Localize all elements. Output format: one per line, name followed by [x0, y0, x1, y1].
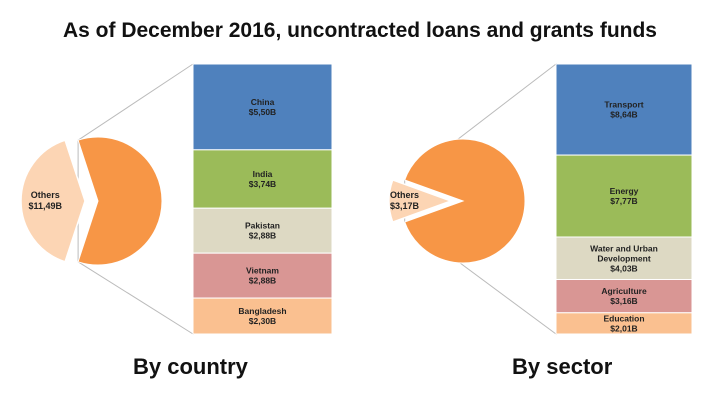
pie-others-value-1: $3,17B — [390, 201, 420, 211]
bar-segment-bangladesh — [192, 297, 333, 335]
bar-value-label-vietnam: $2,88B — [249, 276, 276, 286]
bar-category-label-india: India — [253, 169, 273, 179]
chart-by-country: Others$11,49B China$5,50B India$3,74B Pakis… — [20, 63, 333, 335]
bar-category-label-agriculture: Agriculture — [601, 286, 647, 296]
caption-by-sector: By sector — [512, 354, 613, 379]
bar-segment-agriculture — [555, 278, 693, 314]
bar-value-label-transport: $8,64B — [610, 110, 637, 120]
bar-category-label-pakistan: Pakistan — [245, 221, 280, 231]
bar-category-label-bangladesh: Bangladesh — [238, 306, 286, 316]
bar-category-label-education: Education — [603, 313, 644, 323]
bar-category-label-energy: Energy — [610, 186, 639, 196]
pie-slice-others-0 — [20, 139, 86, 263]
bar-value-label-energy: $7,77B — [610, 196, 637, 206]
bar-value-label-china: $5,50B — [249, 107, 276, 117]
pie-others-value-0: $11,49B — [29, 201, 63, 211]
caption-by-country: By country — [133, 354, 248, 379]
bar-category-label-water-and-urban-development: Development — [597, 253, 651, 263]
bar-category-label-vietnam: Vietnam — [246, 266, 279, 276]
bar-category-label-china: China — [251, 97, 275, 107]
bar-segment-india — [192, 149, 333, 209]
bar-category-label-transport: Transport — [604, 100, 643, 110]
bar-segment-water-and-urban-development — [555, 236, 693, 280]
bar-segment-china — [192, 63, 333, 151]
pie-others-label-1: Others — [390, 190, 419, 200]
bar-value-label-education: $2,01B — [610, 323, 637, 333]
bar-segment-vietnam — [192, 252, 333, 299]
bar-value-label-india: $3,74B — [249, 179, 276, 189]
pie-slice-main-0 — [77, 136, 163, 266]
pie-others-label-0: Others — [31, 190, 60, 200]
chart-title: As of December 2016, uncontracted loans … — [63, 19, 657, 42]
bar-value-label-agriculture: $3,16B — [610, 296, 637, 306]
bar-value-label-pakistan: $2,88B — [249, 231, 276, 241]
pie-slice-main-1 — [404, 138, 526, 264]
bar-value-label-water-and-urban-development: $4,03B — [610, 263, 637, 273]
pie-slice-others-1 — [388, 179, 454, 223]
bar-value-label-bangladesh: $2,30B — [249, 316, 276, 326]
bar-segment-transport — [555, 63, 693, 156]
bar-segment-education — [555, 312, 693, 335]
bar-category-label-water-and-urban-development: Water and Urban — [590, 243, 658, 253]
